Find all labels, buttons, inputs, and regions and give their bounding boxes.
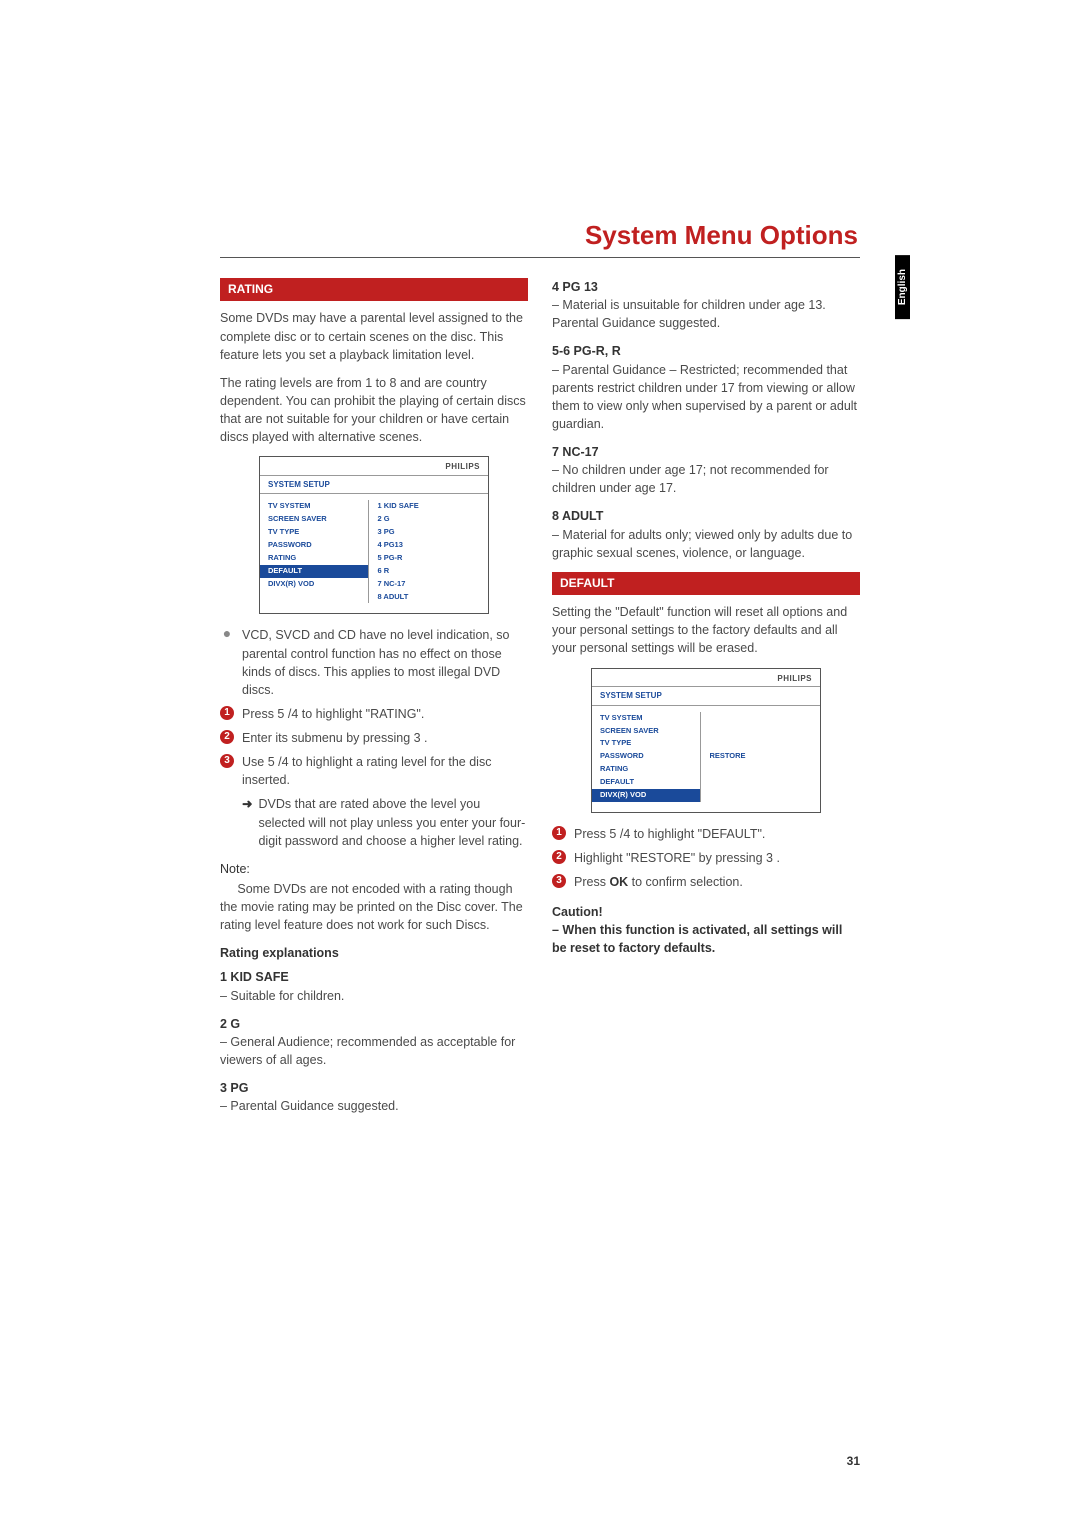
dstep-2-text: Highlight "RESTORE" by pressing 3 . [574,849,860,867]
ss-menu-item-selected: DEFAULT [260,565,368,578]
ss-menu: TV SYSTEM SCREEN SAVER TV TYPE PASSWORD … [260,500,369,603]
dstep3-post: to confirm selection. [628,875,743,889]
bullet-icon: ● [220,626,234,640]
content-columns: RATING Some DVDs may have a parental lev… [220,272,860,1125]
rating-explanations-head: Rating explanations [220,944,528,962]
ss-val: RESTORE [709,750,745,763]
ss-menu-item: DEFAULT [600,776,692,789]
bullet-text: VCD, SVCD and CD have no level indicatio… [242,626,528,699]
system-setup-screenshot-rating: PHILIPS SYSTEM SETUP TV SYSTEM SCREEN SA… [259,456,489,614]
ss-menu-item: DIVX(R) VOD [268,578,360,591]
ss-title: SYSTEM SETUP [260,476,488,495]
default-steps: 1 Press 5 /4 to highlight "DEFAULT". 2 H… [552,825,860,891]
r5-head: 5-6 PG-R, R [552,342,860,360]
ss-menu: TV SYSTEM SCREEN SAVER TV TYPE PASSWORD … [592,712,701,802]
step-1-text: Press 5 /4 to highlight "RATING". [242,705,528,723]
step-2-icon: 2 [220,730,234,744]
ss-menu-item: TV TYPE [600,737,692,750]
ss-menu-item: PASSWORD [600,750,692,763]
ss-menu-item-selected: DIVX(R) VOD [592,789,700,802]
r7-head: 7 NC-17 [552,443,860,461]
arrow-text: DVDs that are rated above the level you … [258,795,528,849]
note-head: Note: [220,860,528,878]
ss-menu-item: SCREEN SAVER [268,513,360,526]
title-rule [220,257,860,258]
ss-val: 5 PG-R [377,552,480,565]
ss-val: 8 ADULT [377,591,480,604]
r4-text: – Material is unsuitable for children un… [552,296,860,332]
r2-head: 2 G [220,1015,528,1033]
ss-values: 1 KID SAFE 2 G 3 PG 4 PG13 5 PG-R 6 R 7 … [369,500,488,603]
ss-brand: PHILIPS [777,673,812,685]
r4-head: 4 PG 13 [552,278,860,296]
ss-menu-item: RATING [600,763,692,776]
system-setup-screenshot-default: PHILIPS SYSTEM SETUP TV SYSTEM SCREEN SA… [591,668,821,813]
caution-head: Caution! [552,903,860,921]
dstep3-pre: Press [574,875,609,889]
ss-val: 3 PG [377,526,480,539]
arrow-icon: ➜ [242,795,252,849]
r3-head: 3 PG [220,1079,528,1097]
r8-text: – Material for adults only; viewed only … [552,526,860,562]
ss-menu-item: RATING [268,552,360,565]
dstep-3-text: Press OK to confirm selection. [574,873,860,891]
step-2-icon: 2 [552,850,566,864]
ok-label: OK [609,875,628,889]
ss-menu-item: SCREEN SAVER [600,725,692,738]
caution-text: – When this function is activated, all s… [552,921,860,957]
ss-val: 2 G [377,513,480,526]
step-1-icon: 1 [220,706,234,720]
note-body: Some DVDs are not encoded with a rating … [220,880,528,934]
default-section-bar: DEFAULT [552,572,860,595]
step-3-icon: 3 [220,754,234,768]
ss-menu-item: TV TYPE [268,526,360,539]
language-tab: English [895,255,910,319]
r5-text: – Parental Guidance – Restricted; recomm… [552,361,860,434]
page-title: System Menu Options [220,220,860,251]
default-intro: Setting the "Default" function will rese… [552,603,860,657]
ss-val: 1 KID SAFE [377,500,480,513]
ss-menu-item: TV SYSTEM [600,712,692,725]
rating-intro-2: The rating levels are from 1 to 8 and ar… [220,374,528,447]
ss-brand: PHILIPS [445,461,480,473]
step-2-text: Enter its submenu by pressing 3 . [242,729,528,747]
ss-title: SYSTEM SETUP [592,687,820,706]
right-column: 4 PG 13 – Material is unsuitable for chi… [552,272,860,1125]
step-3-icon: 3 [552,874,566,888]
ss-val: 7 NC-17 [377,578,480,591]
r1-head: 1 KID SAFE [220,968,528,986]
rating-intro-1: Some DVDs may have a parental level assi… [220,309,528,363]
ss-menu-item: TV SYSTEM [268,500,360,513]
rating-section-bar: RATING [220,278,528,301]
r7-text: – No children under age 17; not recommen… [552,461,860,497]
step-1-icon: 1 [552,826,566,840]
step-3-text: Use 5 /4 to highlight a rating level for… [242,753,528,789]
ss-values: RESTORE [701,712,820,802]
left-column: RATING Some DVDs may have a parental lev… [220,272,528,1125]
ss-menu-item: PASSWORD [268,539,360,552]
r3-text: – Parental Guidance suggested. [220,1097,528,1115]
rating-steps: ● VCD, SVCD and CD have no level indicat… [220,626,528,789]
ss-val: 4 PG13 [377,539,480,552]
r8-head: 8 ADULT [552,507,860,525]
dstep-1-text: Press 5 /4 to highlight "DEFAULT". [574,825,860,843]
r2-text: – General Audience; recommended as accep… [220,1033,528,1069]
r1-text: – Suitable for children. [220,987,528,1005]
ss-val: 6 R [377,565,480,578]
page-number: 31 [847,1454,860,1468]
